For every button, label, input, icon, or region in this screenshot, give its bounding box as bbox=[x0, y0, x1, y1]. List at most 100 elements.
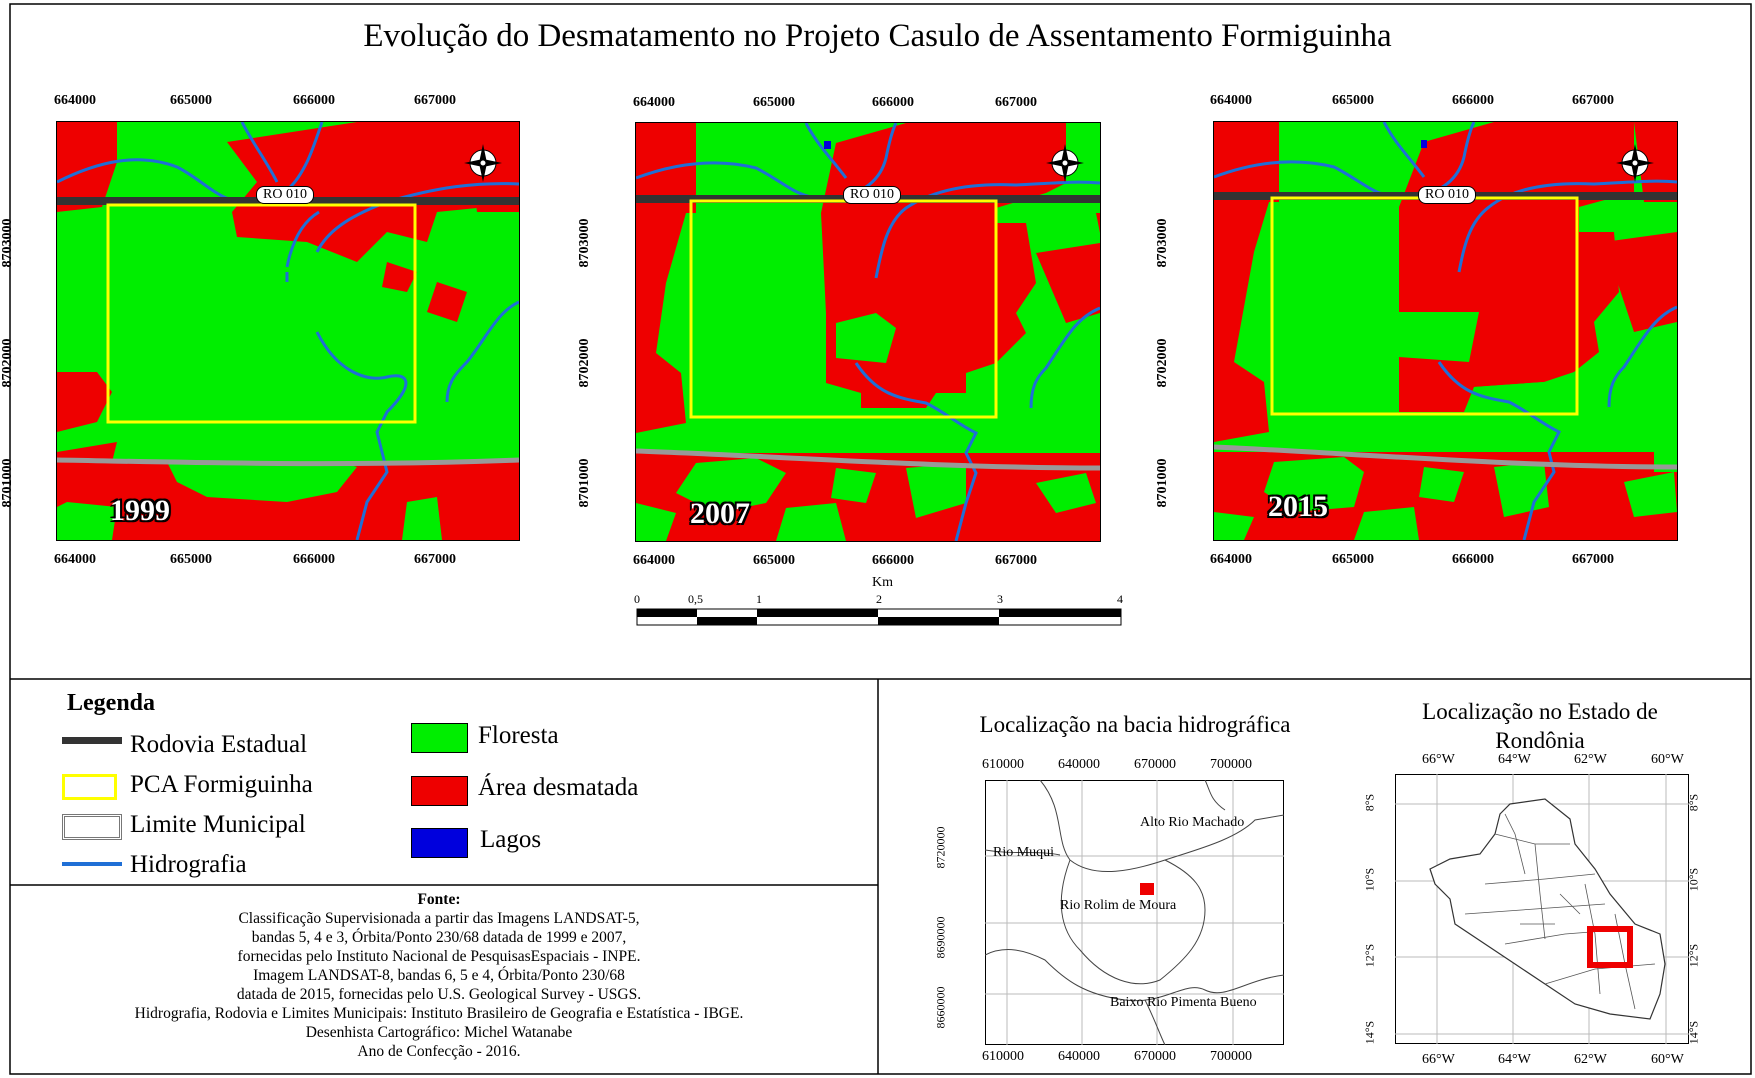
x-tick: 666000 bbox=[872, 95, 914, 110]
source-line: Desenhista Cartográfico: Michel Watanabe bbox=[305, 1024, 573, 1041]
y-tick: 14°S bbox=[1362, 1020, 1377, 1045]
y-tick: 8702000 bbox=[577, 338, 592, 388]
legend-river-swatch bbox=[62, 862, 122, 866]
source-line: Ano de Confecção - 2016. bbox=[357, 1043, 521, 1060]
legend-road-swatch bbox=[62, 737, 122, 744]
x-tick: 610000 bbox=[982, 757, 1024, 772]
legend-label: Lagos bbox=[480, 826, 542, 853]
source-line: datada de 2015, fornecidas pelo U.S. Geo… bbox=[236, 986, 642, 1003]
map-year-label: 2015 bbox=[1268, 490, 1328, 523]
map-year-label: 2007 bbox=[690, 497, 750, 530]
source-line: Imagem LANDSAT-8, bandas 6, 5 e 4, Órbit… bbox=[253, 967, 625, 984]
legend-label: Hidrografia bbox=[130, 851, 247, 878]
map-image-1999 bbox=[56, 121, 520, 541]
scale-tick: 3 bbox=[997, 592, 1003, 606]
legend-lakes-swatch bbox=[411, 828, 468, 858]
legend-deforested-swatch bbox=[411, 776, 468, 806]
x-tick: 667000 bbox=[414, 93, 456, 108]
legend-limit-swatch bbox=[62, 814, 122, 840]
x-tick: 667000 bbox=[995, 95, 1037, 110]
scale-tick: 1 bbox=[756, 592, 762, 606]
compass-rose-icon bbox=[1046, 144, 1084, 182]
map-image-2007 bbox=[635, 122, 1101, 542]
x-tick: 60°W bbox=[1651, 1052, 1684, 1067]
y-tick: 8660000 bbox=[933, 986, 948, 1029]
x-tick: 665000 bbox=[1332, 93, 1374, 108]
y-tick: 8°S bbox=[1362, 793, 1377, 812]
source-line: Hidrografia, Rodovia e Limites Municipai… bbox=[134, 1005, 744, 1022]
x-tick: 664000 bbox=[54, 552, 96, 567]
x-tick: 664000 bbox=[633, 95, 675, 110]
x-tick: 665000 bbox=[170, 93, 212, 108]
basin-map bbox=[985, 780, 1284, 1045]
y-tick: 8703000 bbox=[1155, 218, 1170, 268]
y-tick: 8702000 bbox=[0, 338, 15, 388]
y-tick: 10°S bbox=[1362, 867, 1377, 892]
x-tick: 666000 bbox=[293, 552, 335, 567]
x-tick: 64°W bbox=[1498, 752, 1531, 767]
x-tick: 666000 bbox=[1452, 552, 1494, 567]
legend-title: Legenda bbox=[67, 690, 156, 716]
x-tick: 640000 bbox=[1058, 757, 1100, 772]
inset-state-title: Localização no Estado de Rondônia bbox=[1422, 699, 1658, 753]
legend-pca-swatch bbox=[62, 774, 117, 800]
map-image-2015 bbox=[1213, 121, 1678, 541]
y-tick: 12°S bbox=[1362, 943, 1377, 968]
scale-unit: Km bbox=[872, 575, 893, 590]
scale-tick: 4 bbox=[1117, 592, 1123, 606]
legend-label: Área desmatada bbox=[478, 774, 639, 801]
y-tick: 8701000 bbox=[1155, 458, 1170, 508]
compass-rose-icon bbox=[1616, 144, 1654, 182]
x-tick: 670000 bbox=[1134, 757, 1176, 772]
compass-rose-icon bbox=[464, 144, 502, 182]
x-tick: 66°W bbox=[1422, 752, 1455, 767]
basin-label: Baixo Rio Pimenta Bueno bbox=[1110, 995, 1257, 1010]
x-tick: 700000 bbox=[1210, 1049, 1252, 1064]
legend-forest-swatch bbox=[411, 723, 468, 753]
x-tick: 664000 bbox=[633, 553, 675, 568]
x-tick: 667000 bbox=[995, 553, 1037, 568]
source-line: fornecidas pelo Instituto Nacional de Pe… bbox=[237, 948, 641, 965]
y-tick: 8702000 bbox=[1155, 338, 1170, 388]
y-tick: 8703000 bbox=[577, 218, 592, 268]
x-tick: 60°W bbox=[1651, 752, 1684, 767]
x-tick: 665000 bbox=[753, 95, 795, 110]
y-tick: 8690000 bbox=[933, 916, 948, 959]
x-tick: 667000 bbox=[414, 552, 456, 567]
legend-label: PCA Formiguinha bbox=[130, 771, 313, 798]
legend-label: Limite Municipal bbox=[130, 811, 306, 838]
x-tick: 62°W bbox=[1574, 752, 1607, 767]
road-label: RO 010 bbox=[256, 186, 314, 204]
x-tick: 664000 bbox=[54, 93, 96, 108]
source-notes: Fonte: Classificação Supervisionada a pa… bbox=[10, 890, 868, 1061]
x-tick: 665000 bbox=[170, 552, 212, 567]
x-tick: 64°W bbox=[1498, 1052, 1531, 1067]
scale-bar bbox=[636, 608, 1122, 626]
x-tick: 610000 bbox=[982, 1049, 1024, 1064]
y-tick: 8720000 bbox=[933, 826, 948, 869]
road-label: RO 010 bbox=[843, 186, 901, 204]
scale-tick: 0 bbox=[634, 592, 640, 606]
x-tick: 66°W bbox=[1422, 1052, 1455, 1067]
source-line: bandas 5, 4 e 3, Órbita/Ponto 230/68 dat… bbox=[251, 929, 627, 946]
legend-label: Floresta bbox=[478, 722, 559, 749]
x-tick: 640000 bbox=[1058, 1049, 1100, 1064]
x-tick: 665000 bbox=[1332, 552, 1374, 567]
basin-label: Rio Rolim de Moura bbox=[1060, 898, 1177, 913]
x-tick: 667000 bbox=[1572, 93, 1614, 108]
road-label: RO 010 bbox=[1418, 186, 1476, 204]
map-year-label: 1999 bbox=[110, 494, 170, 527]
inset-basin-title: Localização na bacia hidrográfica bbox=[979, 712, 1291, 737]
basin-label: Alto Rio Machado bbox=[1140, 815, 1245, 830]
basin-label: Rio Muqui bbox=[993, 845, 1055, 860]
x-tick: 666000 bbox=[872, 553, 914, 568]
x-tick: 665000 bbox=[753, 553, 795, 568]
state-map bbox=[1395, 774, 1689, 1044]
scale-tick: 2 bbox=[876, 592, 882, 606]
x-tick: 62°W bbox=[1574, 1052, 1607, 1067]
page-title: Evolução do Desmatamento no Projeto Casu… bbox=[363, 18, 1392, 54]
y-tick: 8701000 bbox=[577, 458, 592, 508]
x-tick: 664000 bbox=[1210, 552, 1252, 567]
